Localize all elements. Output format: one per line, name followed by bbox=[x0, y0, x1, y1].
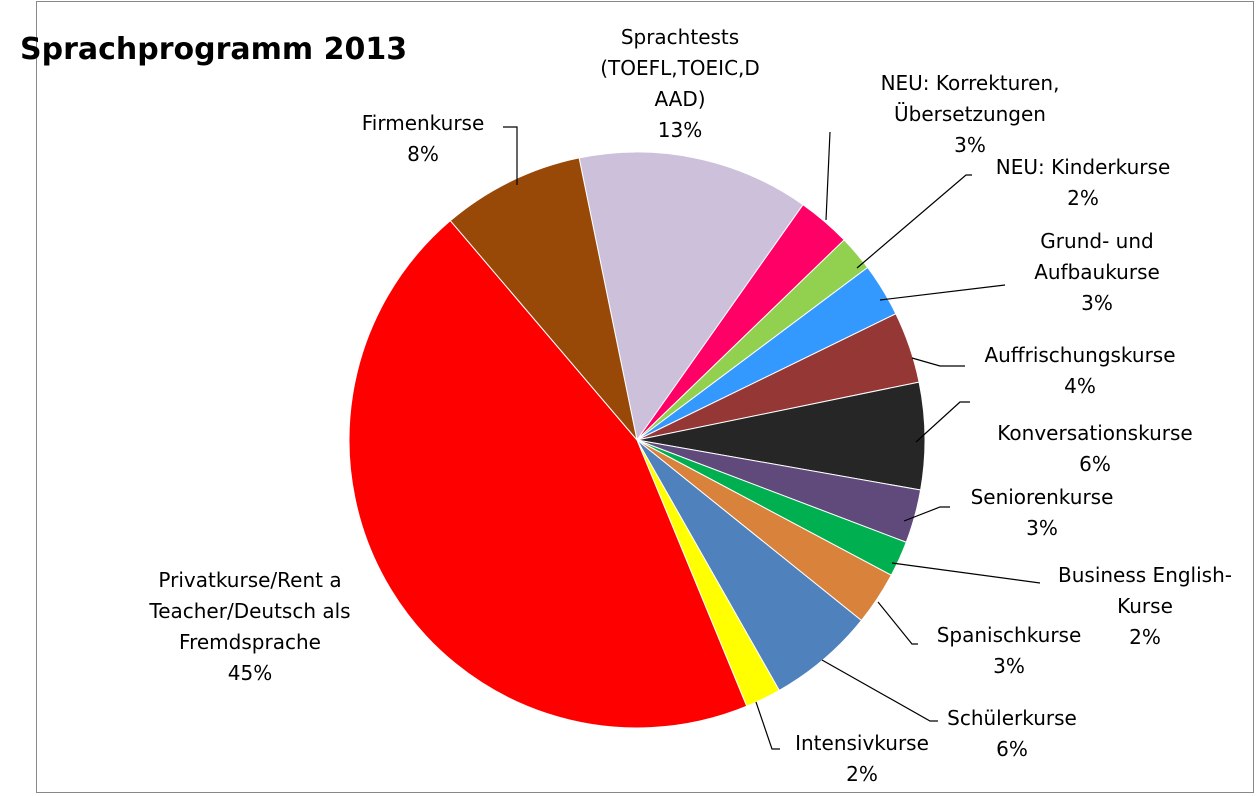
slice-label: Business English-Kurse 2% bbox=[1038, 560, 1253, 653]
value-label: 3% bbox=[954, 133, 986, 157]
leader-line bbox=[903, 506, 950, 522]
category-label: Privatkurse/Rent a Teacher/Deutsch als F… bbox=[149, 568, 351, 654]
slice-label: Seniorenkurse 3% bbox=[942, 482, 1142, 544]
leader-line bbox=[915, 401, 970, 443]
leader-line bbox=[825, 131, 831, 221]
leader-line bbox=[856, 174, 972, 269]
leader-line bbox=[821, 659, 938, 722]
category-label: NEU: Kinderkurse bbox=[995, 155, 1171, 179]
value-label: 45% bbox=[227, 661, 273, 685]
category-label: Grund- und Aufbaukurse bbox=[1034, 229, 1160, 284]
slice-label: Firmenkurse 8% bbox=[333, 108, 513, 170]
category-label: Seniorenkurse bbox=[970, 485, 1114, 509]
value-label: 2% bbox=[1067, 186, 1099, 210]
leader-line bbox=[911, 357, 965, 367]
category-label: Konversationskurse bbox=[997, 421, 1193, 445]
slice-label: Grund- und Aufbaukurse 3% bbox=[1012, 226, 1182, 319]
category-label: Sprachtests (TOEFL,TOEIC,DAAD) bbox=[600, 25, 760, 111]
chart-title: Sprachprogramm 2013 bbox=[20, 32, 408, 67]
value-label: 3% bbox=[1026, 516, 1058, 540]
chart-frame bbox=[36, 1, 1254, 793]
value-label: 6% bbox=[996, 737, 1028, 761]
leader-line bbox=[877, 601, 918, 645]
category-label: Schülerkurse bbox=[947, 706, 1077, 730]
category-label: Intensivkurse bbox=[795, 731, 929, 755]
pie-slice bbox=[348, 219, 748, 729]
value-label: 2% bbox=[1129, 625, 1161, 649]
category-label: Auffrischungskurse bbox=[984, 343, 1176, 367]
value-label: 8% bbox=[407, 142, 439, 166]
category-label: Firmenkurse bbox=[361, 111, 485, 135]
pie-slice bbox=[578, 151, 804, 442]
slice-label: NEU: Kinderkurse 2% bbox=[963, 152, 1203, 214]
value-label: 3% bbox=[1081, 291, 1113, 315]
pie-slice bbox=[449, 157, 638, 441]
leader-line bbox=[891, 562, 1041, 584]
slice-label: NEU: Korrekturen, Übersetzungen 3% bbox=[850, 68, 1090, 161]
slice-label: Intensivkurse 2% bbox=[772, 728, 952, 790]
value-label: 4% bbox=[1064, 374, 1096, 398]
slice-label: Schülerkurse 6% bbox=[922, 703, 1102, 765]
slice-label: Privatkurse/Rent a Teacher/Deutsch als F… bbox=[120, 565, 380, 689]
leader-line bbox=[879, 284, 1006, 301]
slice-label: Auffrischungskurse 4% bbox=[960, 340, 1200, 402]
value-label: 2% bbox=[846, 762, 878, 786]
category-label: Spanischkurse bbox=[936, 623, 1082, 647]
leader-line bbox=[755, 701, 780, 750]
leader-line bbox=[503, 126, 518, 185]
category-label: NEU: Korrekturen, Übersetzungen bbox=[880, 71, 1060, 126]
slice-label: Spanischkurse 3% bbox=[909, 620, 1109, 682]
value-label: 3% bbox=[993, 654, 1025, 678]
category-label: Business English-Kurse bbox=[1058, 563, 1232, 618]
slice-label: Konversationskurse 6% bbox=[965, 418, 1225, 480]
value-label: 6% bbox=[1079, 452, 1111, 476]
slice-label: Sprachtests (TOEFL,TOEIC,DAAD) 13% bbox=[594, 22, 766, 146]
value-label: 13% bbox=[657, 118, 703, 142]
